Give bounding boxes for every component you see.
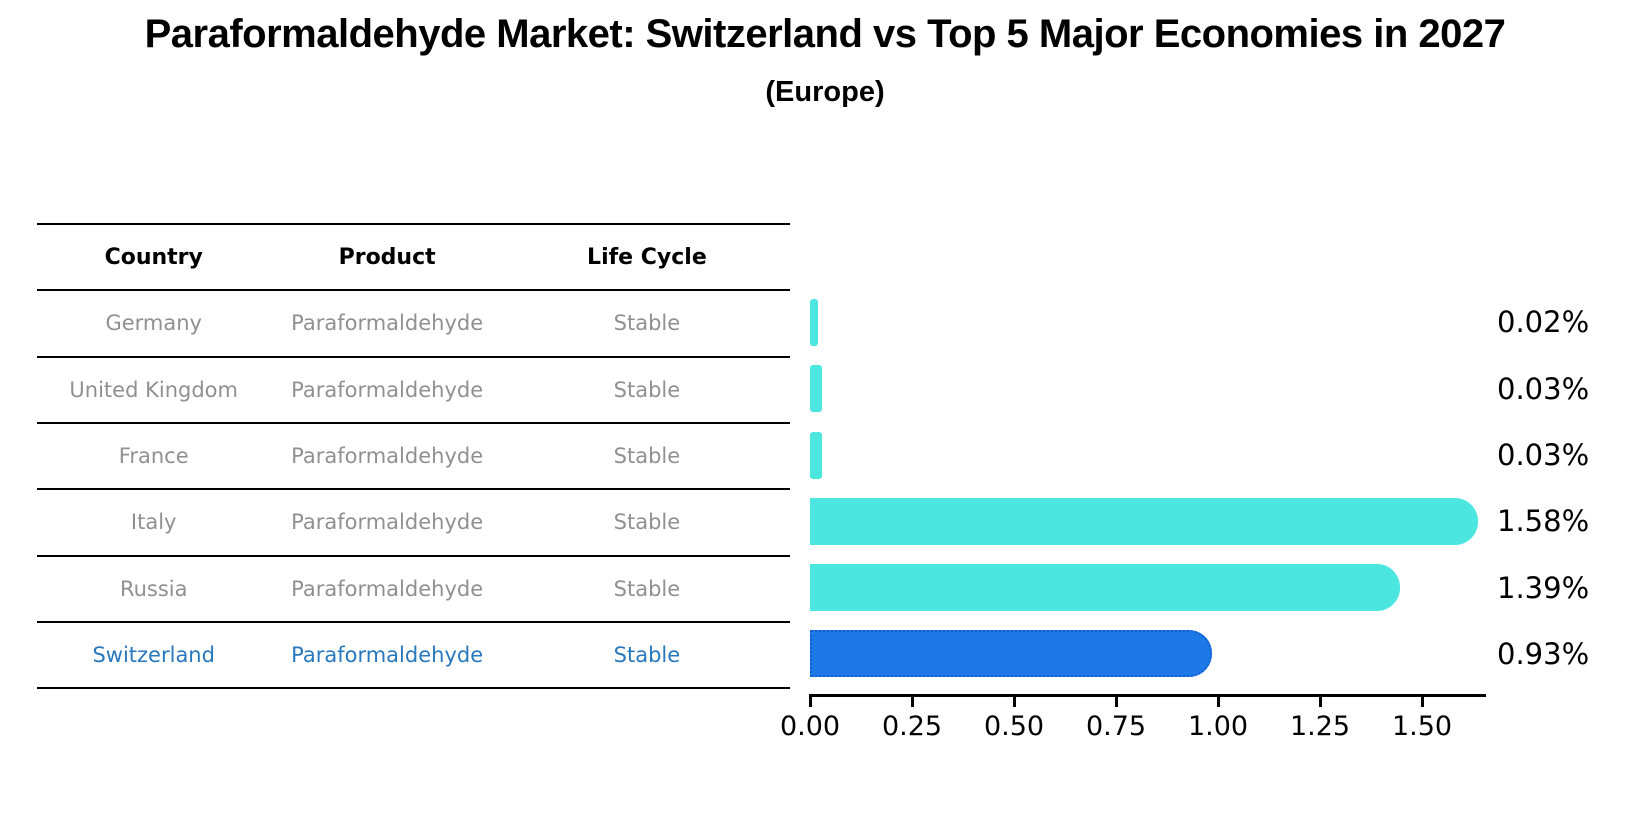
country-cell: Switzerland: [92, 642, 215, 667]
bar-russia: [810, 564, 1401, 612]
life-cycle-cell: Stable: [613, 311, 681, 336]
country-cell: France: [118, 444, 189, 469]
x-tick-label: 1.50: [1391, 711, 1453, 742]
chart-title: Paraformaldehyde Market: Switzerland vs …: [144, 12, 1506, 56]
product-cell: Paraformaldehyde: [291, 510, 484, 535]
value-label-switzerland: 0.93%: [1497, 636, 1590, 671]
x-tick-label: 0.75: [1085, 711, 1147, 742]
x-tick: [1115, 694, 1118, 707]
x-tick: [1013, 694, 1016, 707]
bar-italy: [810, 497, 1478, 545]
country-cell: Italy: [130, 510, 177, 535]
value-label-italy: 1.58%: [1497, 504, 1590, 539]
value-label-russia: 1.39%: [1497, 570, 1590, 605]
table-row: Russia Paraformaldehyde Stable: [37, 554, 790, 621]
x-tick: [1319, 694, 1322, 707]
table-header-row: Country Product Life Cycle: [37, 223, 790, 289]
chart-subtitle: (Europe): [765, 76, 885, 108]
country-cell: United Kingdom: [69, 377, 238, 402]
bar-switzerland: [810, 630, 1213, 678]
product-cell: Paraformaldehyde: [291, 576, 484, 601]
table-row: United Kingdom Paraformaldehyde Stable: [37, 355, 790, 422]
bar-germany: [810, 298, 819, 346]
value-label-united-kingdom: 0.03%: [1497, 371, 1590, 406]
product-cell: Paraformaldehyde: [291, 311, 484, 336]
product-header: Product: [338, 244, 436, 270]
country-cell: Russia: [119, 576, 188, 601]
table-bottom-line: [37, 687, 790, 689]
product-cell: Paraformaldehyde: [291, 444, 484, 469]
life-cycle-cell: Stable: [613, 377, 681, 402]
life-cycle-cell: Stable: [613, 576, 681, 601]
product-cell: Paraformaldehyde: [291, 377, 484, 402]
x-tick-label: 0.50: [983, 711, 1045, 742]
value-label-france: 0.03%: [1497, 438, 1590, 473]
life-cycle-cell: Stable: [613, 444, 681, 469]
bar-france: [810, 431, 823, 479]
product-cell: Paraformaldehyde: [291, 642, 484, 667]
table-row: Italy Paraformaldehyde Stable: [37, 488, 790, 554]
life-cycle-cell: Stable: [613, 510, 681, 535]
life-cycle-cell: Stable: [613, 642, 681, 667]
x-tick-label: 1.00: [1187, 711, 1249, 742]
x-tick: [1217, 694, 1220, 707]
x-tick-label: 1.25: [1289, 711, 1351, 742]
x-tick-label: 0.00: [779, 711, 841, 742]
x-axis-spine: [810, 694, 1486, 697]
x-tick: [809, 694, 812, 707]
bar-united-kingdom: [810, 365, 823, 413]
table-row: Germany Paraformaldehyde Stable: [37, 289, 790, 355]
value-label-germany: 0.02%: [1497, 305, 1590, 340]
country-header: Country: [104, 244, 203, 270]
table-row: Switzerland Paraformaldehyde Stable: [37, 620, 790, 687]
x-tick: [1421, 694, 1424, 707]
country-cell: Germany: [105, 311, 202, 336]
x-tick-label: 0.25: [881, 711, 943, 742]
x-tick: [911, 694, 914, 707]
life-cycle-header: Life Cycle: [587, 244, 707, 270]
table-row: France Paraformaldehyde Stable: [37, 421, 790, 488]
